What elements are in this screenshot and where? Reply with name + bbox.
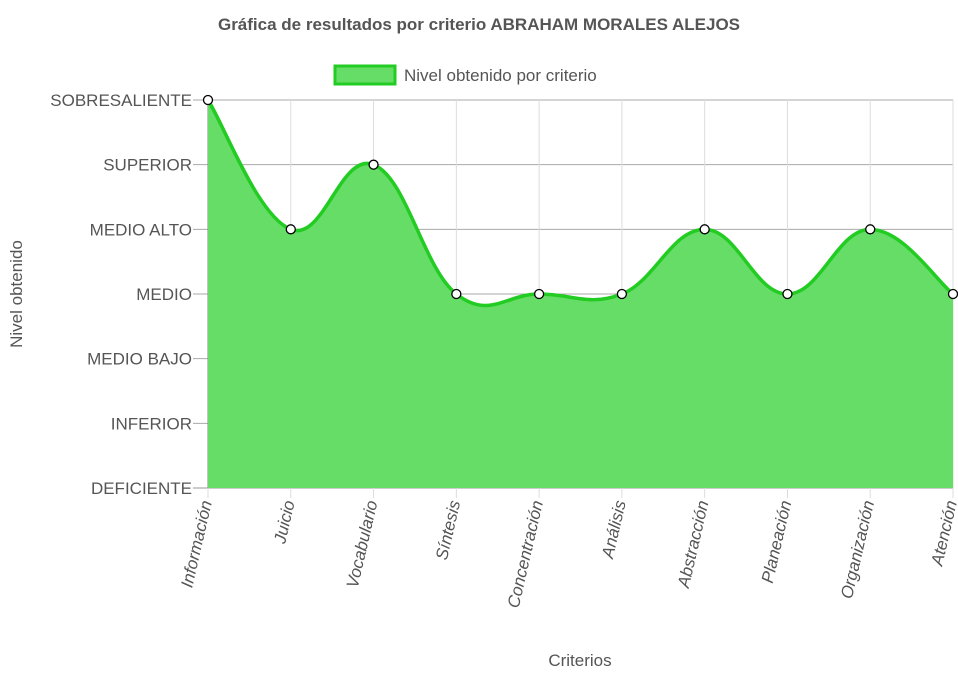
x-tick-label: Organización <box>837 499 878 601</box>
data-point-abstracción[interactable] <box>699 224 710 235</box>
y-tick-label: MEDIO ALTO <box>90 220 192 239</box>
x-tick-label: Juicio <box>270 499 299 547</box>
y-tick-label: MEDIO BAJO <box>87 350 192 369</box>
x-tick-label: Atención <box>927 499 958 569</box>
x-axis-ticks: Información Juicio Vocabulario Síntesis Conc… <box>177 498 958 610</box>
x-tick-label: Análisis <box>598 498 630 561</box>
data-point-organización[interactable] <box>865 224 876 235</box>
y-tick-label: SOBRESALIENTE <box>50 91 192 110</box>
data-point-síntesis[interactable] <box>451 288 462 300</box>
legend[interactable]: Nivel obtenido por criterio <box>333 64 597 86</box>
legend-swatch[interactable] <box>333 64 397 86</box>
y-axis-ticks: DEFICIENTE INFERIOR MEDIO BAJO MEDIO MEDIO A… <box>50 91 192 498</box>
data-points[interactable] <box>202 94 958 300</box>
data-point-concentración[interactable] <box>533 288 545 300</box>
x-tick-label: Información <box>177 499 215 590</box>
x-axis-title: Criterios <box>548 651 611 670</box>
y-tick-label: INFERIOR <box>111 414 192 433</box>
data-point-vocabulario[interactable] <box>368 159 379 170</box>
y-tick-label: DEFICIENTE <box>91 479 192 498</box>
chart-title: Gráfica de resultados por criterio ABRAH… <box>218 15 740 34</box>
series-line <box>206 99 955 308</box>
legend-label[interactable]: Nivel obtenido por criterio <box>404 66 597 85</box>
y-tick-label: MEDIO <box>136 285 192 304</box>
x-tick-label: Abstracción <box>674 499 713 591</box>
data-point-planeación[interactable] <box>782 288 793 300</box>
data-point-análisis[interactable] <box>616 288 628 300</box>
x-tick-label: Concentración <box>504 499 547 610</box>
data-point-atención[interactable] <box>947 288 958 300</box>
x-tick-label: Vocabulario <box>343 499 382 590</box>
series-line-path <box>206 99 955 308</box>
y-axis-title: Nivel obtenido <box>7 240 26 348</box>
series-area <box>208 100 953 488</box>
area-fill <box>208 100 953 488</box>
data-point-información[interactable] <box>202 94 214 106</box>
y-tick-label: SUPERIOR <box>103 156 192 175</box>
x-tick-label: Planeación <box>758 499 795 585</box>
x-tick-label: Síntesis <box>432 498 464 562</box>
data-point-juicio[interactable] <box>285 224 296 235</box>
